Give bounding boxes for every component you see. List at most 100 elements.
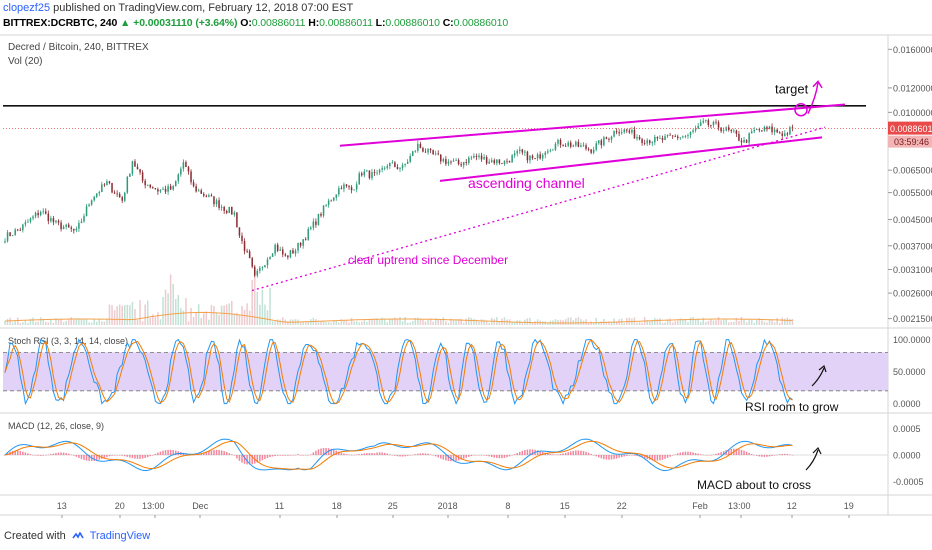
- macd-histogram-bar: [317, 449, 320, 455]
- candle-body: [73, 228, 75, 231]
- volume-bar: [399, 317, 401, 325]
- volume-bar: [78, 318, 80, 325]
- macd-histogram-bar: [603, 455, 605, 460]
- macd-histogram-bar: [605, 455, 608, 460]
- candle-body: [677, 136, 679, 139]
- time-axis-label: 11: [275, 501, 284, 511]
- volume-bar: [50, 319, 52, 325]
- macd-histogram-bar: [126, 455, 129, 457]
- volume-bar: [600, 321, 603, 325]
- macd-histogram-bar: [659, 455, 661, 461]
- candle-body: [195, 186, 197, 192]
- macd-histogram-bar: [559, 454, 562, 455]
- candle-body: [651, 142, 654, 144]
- candle-body: [157, 189, 159, 192]
- macd-histogram-bar: [628, 455, 631, 456]
- macd-histogram-bar: [773, 455, 776, 456]
- volume-bar: [786, 317, 789, 325]
- candle-body: [674, 136, 676, 137]
- volume-bar: [480, 319, 483, 325]
- volume-bar: [488, 322, 490, 325]
- candle-body: [241, 235, 243, 242]
- candle-body: [575, 141, 577, 146]
- macd-histogram-bar: [348, 454, 350, 456]
- volume-bar: [16, 317, 19, 325]
- macd-histogram-bar: [144, 455, 146, 459]
- candle-body: [215, 200, 218, 205]
- candle-body: [654, 136, 656, 143]
- volume-bar: [763, 321, 766, 325]
- candle-body: [529, 155, 531, 161]
- volume-bar: [768, 319, 771, 325]
- candle-body: [134, 161, 136, 167]
- macd-axis-label: -0.0005: [893, 477, 924, 487]
- volume-bar: [65, 321, 67, 325]
- volume-bar: [177, 295, 180, 325]
- volume-bar: [131, 302, 134, 325]
- volume-bar: [276, 319, 279, 325]
- candle-body: [60, 222, 62, 230]
- candle-body: [503, 160, 506, 164]
- macd-histogram-bar: [78, 455, 80, 458]
- candle-body: [516, 151, 518, 154]
- candle-body: [348, 186, 350, 188]
- macd-histogram-bar: [526, 449, 529, 455]
- volume-bar: [419, 318, 422, 325]
- candle-body: [585, 145, 587, 149]
- macd-histogram-bar: [587, 452, 590, 455]
- candle-body: [14, 229, 16, 236]
- macd-histogram-bar: [750, 453, 753, 455]
- candle-body: [702, 120, 705, 123]
- macd-histogram-bar: [353, 454, 355, 456]
- current-price-tag: [888, 121, 932, 135]
- candle-body: [70, 227, 73, 229]
- candle-body: [445, 159, 447, 164]
- candle-body: [312, 221, 315, 228]
- candle-body: [327, 200, 330, 205]
- volume-bar: [11, 322, 14, 325]
- candle-body: [455, 159, 457, 161]
- candle-body: [559, 139, 562, 145]
- volume-bar: [666, 319, 669, 325]
- volume-bar: [322, 320, 325, 325]
- volume-bar: [162, 297, 164, 325]
- annotation-macd: MACD about to cross: [697, 478, 811, 492]
- candle-body: [391, 162, 394, 164]
- macd-histogram-bar: [218, 449, 220, 455]
- tradingview-link[interactable]: TradingView: [89, 530, 151, 542]
- macd-line: [4, 438, 793, 472]
- candle-body: [361, 173, 363, 176]
- candle-body: [552, 149, 554, 151]
- candle-body: [190, 171, 192, 183]
- volume-bar: [503, 317, 506, 325]
- candle-body: [182, 162, 185, 169]
- macd-histogram-bar: [75, 455, 78, 457]
- volume-bar: [57, 319, 60, 325]
- candle-body: [287, 255, 289, 258]
- macd-histogram-bar: [16, 450, 19, 455]
- candle-body: [506, 160, 508, 162]
- candle-body: [547, 151, 549, 153]
- macd-histogram-bar: [529, 449, 531, 455]
- candle-body: [136, 166, 139, 170]
- macd-histogram-bar: [503, 455, 506, 458]
- macd-histogram-bar: [299, 455, 302, 456]
- volume-bar: [299, 322, 302, 325]
- candle-body: [473, 155, 475, 158]
- volume-bar: [129, 305, 131, 325]
- macd-histogram-bar: [116, 455, 118, 456]
- volume-bar: [348, 322, 350, 325]
- macd-histogram-bar: [771, 455, 773, 456]
- candle-body: [636, 137, 638, 139]
- candle-body: [778, 132, 781, 134]
- candle-body: [218, 200, 220, 209]
- macd-histogram-bar: [243, 455, 246, 464]
- macd-histogram-bar: [595, 455, 597, 457]
- volume-bar: [761, 320, 763, 325]
- volume-bar: [271, 321, 274, 325]
- symbol-name: BITTREX:DCRBTC, 240: [3, 17, 118, 29]
- author-link[interactable]: clopezf25: [3, 2, 51, 14]
- macd-histogram-bar: [62, 452, 65, 455]
- volume-bar: [705, 322, 707, 325]
